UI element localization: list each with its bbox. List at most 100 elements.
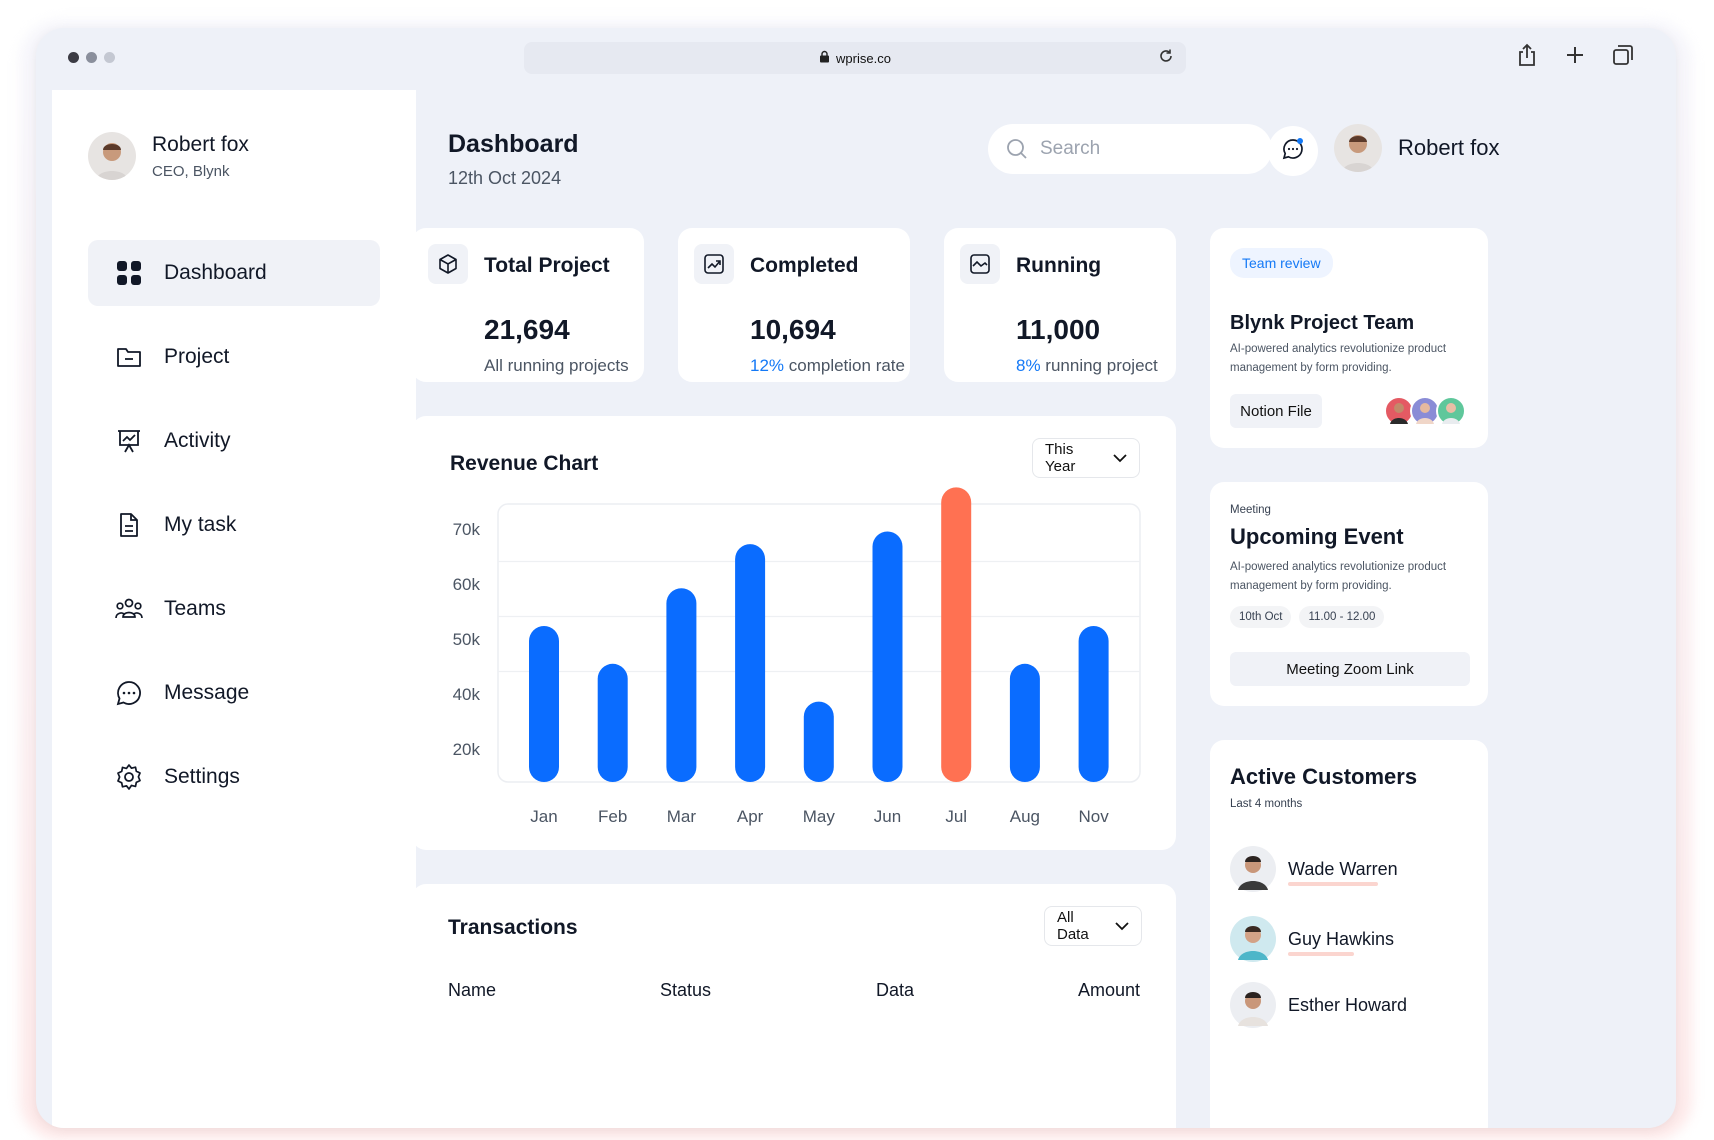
stat-value: 10,694 (750, 314, 836, 345)
event-meta: 10th Oct 11.00 - 12.00 (1230, 606, 1385, 628)
y-tick-label: 40k (453, 685, 481, 704)
team-desc-line: AI-powered analytics revolutionize produ… (1230, 343, 1447, 355)
stat-card-completed[interactable]: Completed 10,694 12% completion rate (678, 228, 910, 382)
lock-icon (819, 50, 830, 66)
data-filter-dropdown[interactable]: All Data (1044, 906, 1142, 946)
column-header-data[interactable]: Data (876, 980, 915, 1000)
column-header-name[interactable]: Name (448, 980, 497, 1000)
customer-name: Esther Howard (1288, 994, 1408, 1015)
sidebar-item-settings[interactable]: Settings (88, 744, 380, 810)
sidebar-item-project[interactable]: Project (88, 324, 380, 390)
folder-icon (114, 342, 144, 372)
sidebar-item-message[interactable]: Message (88, 660, 380, 726)
sidebar-item-label: Project (164, 345, 230, 368)
y-tick-label: 50k (453, 630, 481, 649)
sidebar-item-label: Teams (164, 597, 226, 620)
x-tick-label: Jul (945, 807, 967, 826)
bar-feb (597, 663, 628, 782)
stat-label: Total Project (484, 254, 610, 277)
bar-mar (666, 588, 697, 782)
sidebar-item-activity[interactable]: Activity (88, 408, 380, 474)
document-icon (114, 510, 144, 540)
team-desc-line: management by form providing. (1230, 362, 1392, 374)
dropdown-label: All Data (1057, 909, 1089, 943)
header-user[interactable]: Robert fox (1334, 124, 1500, 172)
customers-subtitle: Last 4 months (1230, 798, 1303, 810)
y-tick-label: 70k (453, 520, 481, 539)
customer-activity-bar (1288, 952, 1354, 956)
customer-row[interactable]: Esther Howard (1230, 982, 1407, 1028)
team-avatars[interactable] (1384, 396, 1466, 426)
header-user-name: Robert fox (1398, 135, 1500, 160)
stat-subtext: All running projects (484, 356, 629, 375)
minimize-dot[interactable] (86, 52, 97, 63)
customers-title: Active Customers (1230, 764, 1418, 789)
dropdown-label: This Year (1045, 441, 1076, 475)
upcoming-event-card: Meeting Upcoming Event AI-powered analyt… (1210, 482, 1488, 706)
revenue-chart-card: Revenue Chart This Year 70k 60k 50k 40k 20k J… (412, 416, 1176, 850)
chart-line-icon (960, 244, 1000, 284)
sidebar-item-teams[interactable]: Teams (88, 576, 380, 642)
stat-card-running[interactable]: Running 11,000 8% running project (944, 228, 1176, 382)
trend-up-icon (694, 244, 734, 284)
close-dot[interactable] (68, 52, 79, 63)
event-time-pill: 11.00 - 12.00 (1299, 606, 1385, 628)
sidebar-item-label: Activity (164, 429, 231, 452)
plot-frame (497, 503, 1141, 783)
stat-label: Running (1016, 254, 1102, 277)
message-icon (114, 678, 144, 708)
search-input[interactable]: Search (988, 124, 1272, 174)
transactions-card: Transactions All Data Name Status Data A… (412, 884, 1176, 1128)
stat-subtext: completion rate (784, 356, 905, 375)
sidebar-item-my-task[interactable]: My task (88, 492, 380, 558)
meeting-zoom-link-button[interactable]: Meeting Zoom Link (1230, 652, 1470, 686)
column-header-amount[interactable]: Amount (1078, 980, 1141, 1000)
team-description: AI-powered analytics revolutionize produ… (1230, 340, 1446, 378)
share-icon[interactable] (1514, 42, 1540, 68)
chat-button[interactable] (1268, 126, 1318, 176)
year-filter-dropdown[interactable]: This Year (1032, 438, 1140, 478)
bar-jul (941, 487, 972, 782)
event-desc-line: management by form providing. (1230, 580, 1392, 592)
window-controls[interactable] (68, 52, 115, 63)
customer-row[interactable]: Guy Hawkins (1230, 916, 1394, 962)
new-tab-icon[interactable] (1562, 42, 1588, 68)
revenue-bar-chart: 70k 60k 50k 40k 20k Jan Feb Mar Apr May Jun Jul Aug N… (453, 487, 1141, 826)
x-tick-label: Aug (1010, 807, 1040, 826)
gear-icon (114, 762, 144, 792)
x-tick-label: Jun (874, 807, 901, 826)
avatar (88, 132, 136, 180)
bar-jan (529, 626, 559, 782)
customer-row[interactable]: Wade Warren (1230, 846, 1398, 892)
bar-jun (872, 531, 903, 782)
column-header-status[interactable]: Status (660, 980, 712, 1000)
sidebar: Robert fox CEO, Blynk Dashboard Project (52, 90, 416, 1128)
zoom-dot[interactable] (104, 52, 115, 63)
y-tick-label: 60k (453, 575, 481, 594)
tabs-overview-icon[interactable] (1610, 42, 1636, 68)
address-bar[interactable]: wprise.co (524, 42, 1186, 74)
notion-file-label: Notion File (1240, 402, 1312, 420)
customer-name: Guy Hawkins (1288, 928, 1395, 949)
stat-subtext-wrap: 12% completion rate (750, 356, 905, 376)
sidebar-item-dashboard[interactable]: Dashboard (88, 240, 380, 306)
x-tick-label: Nov (1078, 807, 1109, 826)
bar-nov (1078, 626, 1109, 782)
sidebar-item-label: Dashboard (164, 261, 267, 284)
customer-activity-bar (1288, 882, 1378, 886)
event-description: AI-powered analytics revolutionize produ… (1230, 558, 1446, 596)
x-tick-label: Jan (530, 807, 557, 826)
sidebar-item-label: My task (164, 513, 237, 536)
sidebar-profile[interactable]: Robert fox CEO, Blynk (88, 132, 249, 180)
notion-file-button[interactable]: Notion File (1230, 394, 1322, 428)
stat-highlight: 12% (750, 356, 785, 375)
sidebar-item-label: Message (164, 681, 250, 704)
avatar (1410, 396, 1440, 426)
x-tick-label: May (803, 807, 836, 826)
chevron-down-icon (1115, 918, 1129, 935)
bar-aug (1009, 663, 1040, 782)
teams-icon (114, 594, 144, 624)
stat-card-total-project[interactable]: Total Project 21,694 All running project… (412, 228, 644, 382)
reload-icon[interactable] (1158, 48, 1174, 67)
x-tick-label: Mar (667, 807, 697, 826)
